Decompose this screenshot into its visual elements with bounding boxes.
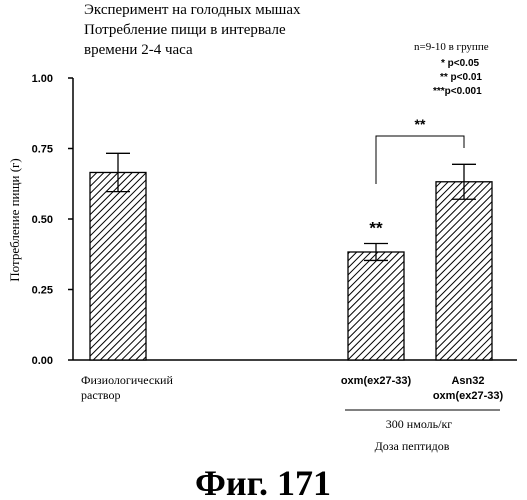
y-axis-ticks: 0.00 0.25 0.50 0.75 1.00 bbox=[32, 73, 73, 367]
group-label: 300 нмоль/кг bbox=[386, 417, 452, 431]
y-tick-label: 0.00 bbox=[32, 355, 53, 367]
error-bars-layer bbox=[106, 153, 476, 260]
y-tick-label: 0.50 bbox=[32, 214, 53, 226]
significance-bracket bbox=[376, 136, 464, 184]
chart-title-line-3: времени 2-4 часа bbox=[84, 42, 193, 58]
legend-n-text: n=9-10 в группе bbox=[414, 41, 489, 53]
bar bbox=[90, 172, 146, 360]
y-axis-label: Потребление пищи (г) bbox=[7, 158, 22, 281]
bar-significance-label: ** bbox=[369, 219, 383, 238]
legend-item-1: * p<0.05 bbox=[441, 58, 480, 69]
bars-layer bbox=[90, 172, 492, 360]
bar bbox=[436, 182, 492, 360]
y-tick-label: 1.00 bbox=[32, 73, 53, 85]
bar bbox=[348, 252, 404, 360]
x-category-label: oxm(ex27-33) bbox=[341, 375, 412, 387]
bracket-label: ** bbox=[415, 116, 426, 132]
x-category-labels: Физиологическийраствор oxm(ex27-33) Asn32 o… bbox=[81, 373, 503, 402]
legend-item-2: ** p<0.01 bbox=[440, 72, 482, 83]
figure-caption: Фиг. 171 bbox=[195, 463, 331, 500]
x-category-label: oxm(ex27-33) bbox=[433, 390, 504, 402]
chart-title-line-2: Потребление пищи в интервале bbox=[84, 22, 286, 38]
x-category-label: Asn32 bbox=[451, 375, 484, 387]
y-tick-label: 0.25 bbox=[32, 285, 53, 297]
chart-title-line-1: Эксперимент на голодных мышах bbox=[84, 2, 301, 18]
x-category-label: Физиологический bbox=[81, 373, 173, 387]
x-axis-label: Доза пептидов bbox=[375, 439, 450, 453]
y-tick-label: 0.75 bbox=[32, 144, 53, 156]
legend-item-3: ***p<0.001 bbox=[433, 86, 482, 97]
x-category-label: раствор bbox=[81, 388, 120, 402]
